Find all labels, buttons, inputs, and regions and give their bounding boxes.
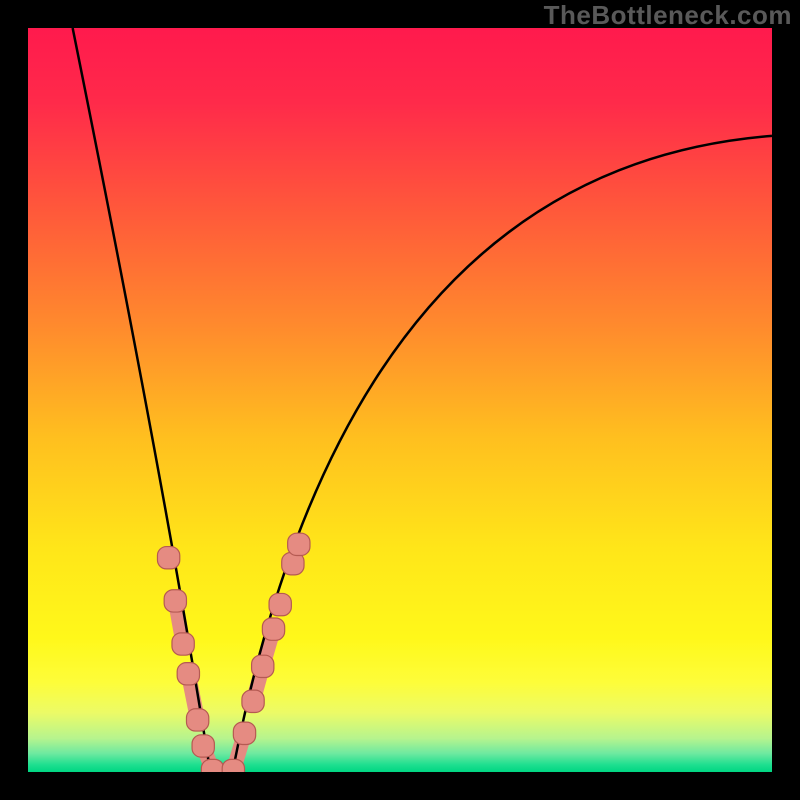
plot-area xyxy=(28,28,772,772)
data-marker xyxy=(201,759,223,772)
data-marker xyxy=(233,722,255,744)
data-marker xyxy=(222,759,244,772)
data-marker xyxy=(186,709,208,731)
data-marker xyxy=(288,533,310,555)
chart-svg-layer xyxy=(28,28,772,772)
data-marker xyxy=(177,663,199,685)
data-marker xyxy=(242,690,264,712)
data-marker xyxy=(157,547,179,569)
data-marker xyxy=(172,633,194,655)
data-marker xyxy=(252,655,274,677)
data-marker xyxy=(192,735,214,757)
bottleneck-curve xyxy=(73,28,772,772)
data-marker xyxy=(262,618,284,640)
watermark-text: TheBottleneck.com xyxy=(544,0,792,31)
data-marker xyxy=(164,590,186,612)
data-marker xyxy=(269,593,291,615)
canvas-root: TheBottleneck.com xyxy=(0,0,800,800)
marker-group xyxy=(157,533,310,772)
